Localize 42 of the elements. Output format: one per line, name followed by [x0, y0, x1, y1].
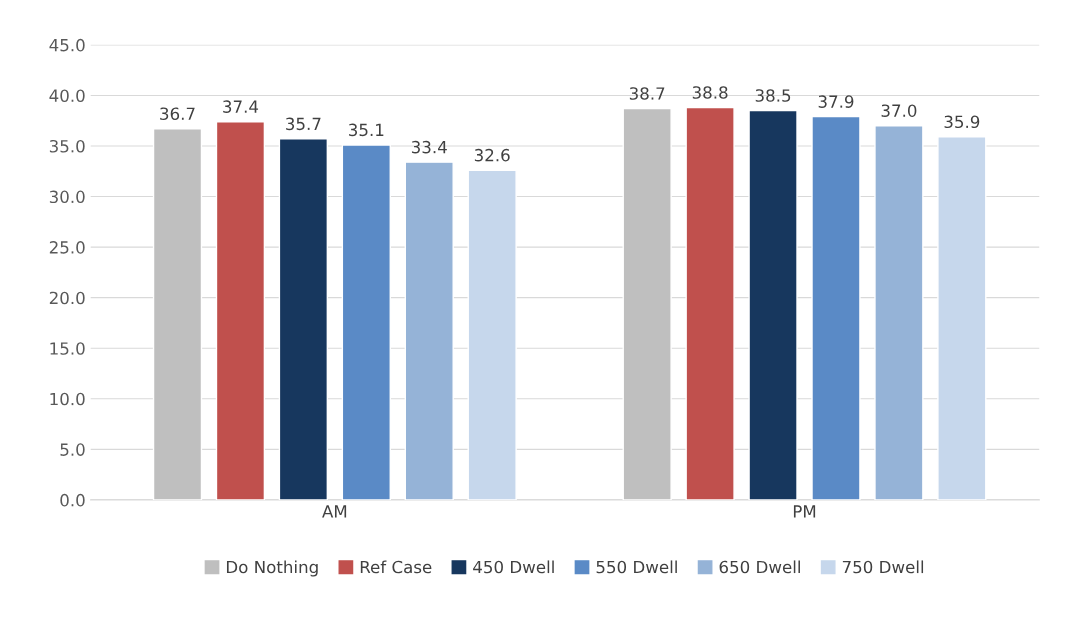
bar — [811, 115, 861, 500]
y-tick-label: 10.0 — [50, 392, 85, 406]
data-label: 37.9 — [818, 95, 854, 108]
bar — [341, 144, 391, 500]
bar — [215, 121, 266, 500]
data-label: 38.7 — [629, 87, 665, 100]
legend-label: Ref Case — [360, 560, 432, 574]
bar — [467, 169, 517, 500]
bar — [748, 109, 798, 500]
y-tick-label: 20.0 — [49, 291, 85, 305]
bar — [622, 107, 672, 500]
bar — [685, 106, 735, 500]
y-tick-label: 35.0 — [49, 139, 85, 153]
y-tick-label: 45.0 — [49, 38, 85, 52]
bar — [937, 136, 987, 500]
data-label: 37.0 — [881, 104, 917, 117]
bar — [874, 125, 924, 500]
bar — [278, 138, 329, 500]
y-tick-label: 15.0 — [50, 342, 85, 355]
legend-label: 550 Dwell — [596, 560, 677, 574]
legend-label: 750 Dwell — [842, 560, 924, 574]
y-tick-label: 40.0 — [49, 89, 85, 102]
x-tick-label: PM — [793, 505, 816, 518]
bar — [152, 128, 203, 500]
y-tick-label: 25.0 — [49, 241, 85, 254]
legend-label: 450 Dwell — [473, 560, 554, 574]
data-label: 32.6 — [474, 148, 510, 162]
y-tick-label: 30.0 — [49, 190, 85, 204]
y-tick-label: 5.0 — [60, 443, 85, 456]
data-label: 38.8 — [692, 86, 728, 99]
data-label: 35.7 — [286, 117, 321, 131]
data-label: 35.9 — [944, 115, 980, 129]
data-label: 35.1 — [349, 123, 384, 137]
y-tick-label: 0.0 — [60, 493, 85, 507]
data-label: 33.4 — [411, 140, 447, 154]
data-label: 36.7 — [160, 107, 195, 121]
legend-label: Do Nothing — [226, 560, 318, 577]
data-label: 38.5 — [755, 89, 791, 102]
legend-label: 650 Dwell — [719, 560, 800, 574]
data-label: 37.4 — [223, 100, 259, 113]
bar — [404, 161, 454, 500]
x-tick-label: AM — [322, 505, 347, 518]
